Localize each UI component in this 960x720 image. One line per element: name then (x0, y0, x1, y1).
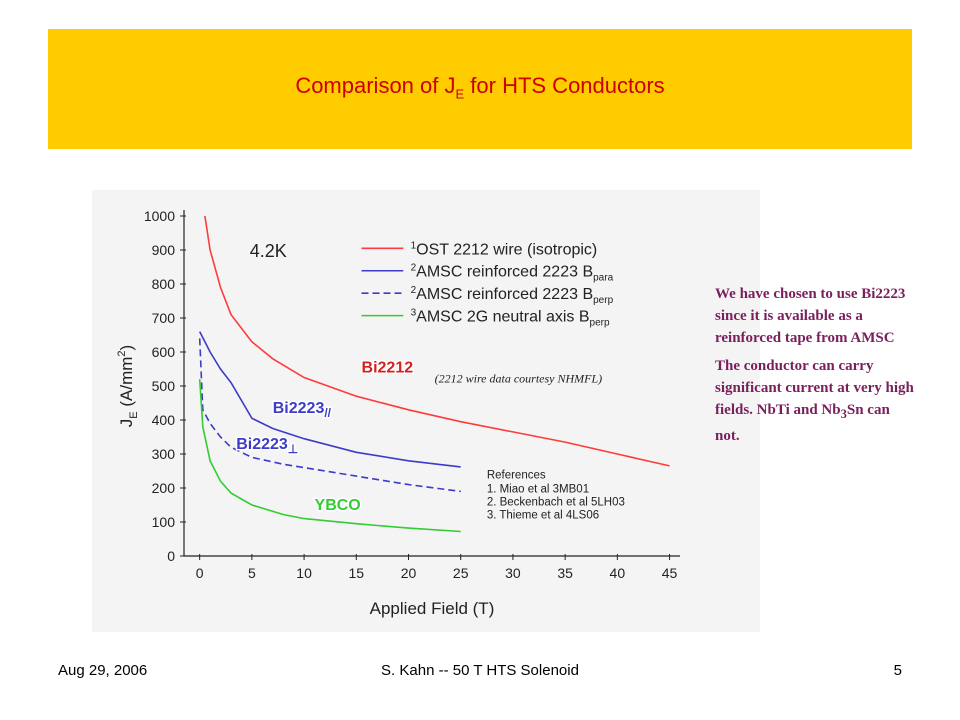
chart-annotation-2: 1. Miao et al 3MB01 (487, 483, 589, 495)
notes-paragraph-1: We have chosen to use Bi2223 since it is… (715, 286, 906, 346)
legend-entry-text: AMSC 2G neutral axis B (416, 309, 589, 326)
y-tick-label: 300 (152, 446, 176, 462)
legend-entry-sup: 1 (411, 240, 417, 251)
footer-center: S. Kahn -- 50 T HTS Solenoid (381, 662, 579, 679)
curve-label-sub: ⊥ (288, 442, 298, 456)
title-bar (48, 29, 912, 149)
curve-label-text: YBCO (315, 497, 361, 514)
chart-annotation-0: (2212 wire data courtesy NHMFL) (435, 372, 603, 386)
y-axis-label-sub: E (128, 411, 140, 418)
y-tick-label: 1000 (144, 208, 175, 224)
y-tick-label: 0 (167, 548, 175, 564)
x-tick-label: 35 (557, 565, 573, 581)
chart-annotation-1: References (487, 469, 546, 481)
y-tick-label: 600 (152, 344, 176, 360)
y-axis-label-rest: (A/mm (117, 357, 136, 412)
legend-entry-1: 2AMSC reinforced 2223 Bpara (411, 263, 614, 284)
y-axis-label-end: ) (117, 345, 136, 351)
je-vs-field-chart: 0 100 200 300 400 500 600 700 800 900 1000 0 5 10 15 20… (116, 208, 680, 618)
curve-label-text: Bi2223 (236, 436, 288, 453)
series-line-0 (204, 215, 670, 467)
notes-text: We have chosen to use Bi2223 since it is… (715, 283, 915, 453)
notes-paragraph-2: The conductor can carry significant curr… (715, 355, 915, 447)
curve-label-3: YBCO (315, 497, 361, 514)
legend-entry-2: 2AMSC reinforced 2223 Bperp (411, 285, 614, 306)
y-axis-label-sup: 2 (116, 350, 128, 356)
temperature-label: 4.2K (250, 241, 287, 261)
footer-page-number: 5 (893, 662, 902, 679)
notes-paragraph-2-sub: 3 (840, 407, 847, 421)
legend-entry-text: AMSC reinforced 2223 B (416, 264, 593, 281)
y-tick-label: 500 (152, 378, 176, 394)
curve-label-text: Bi2212 (362, 359, 414, 376)
legend-entry-sup: 2 (411, 285, 417, 296)
slide-title-rest: for HTS Conductors (464, 73, 665, 98)
slide-title-subscript: E (455, 86, 465, 102)
curve-label-1: Bi2223// (273, 400, 332, 420)
curve-label-0: Bi2212 (362, 359, 414, 376)
y-tick-label: 800 (152, 276, 176, 292)
footer-date: Aug 29, 2006 (58, 662, 148, 679)
curve-label-text: Bi2223 (273, 400, 325, 417)
x-tick-label: 5 (248, 565, 256, 581)
legend-entry-sub: perp (590, 318, 610, 329)
x-tick-label: 20 (401, 565, 417, 581)
chart-annotation-3: 2. Beckenbach et al 5LH03 (487, 497, 625, 509)
x-tick-label: 25 (453, 565, 469, 581)
y-axis-label-main: J (117, 419, 136, 428)
y-tick-label: 700 (152, 310, 176, 326)
x-tick-label: 15 (349, 565, 365, 581)
legend-entry-sup: 2 (411, 263, 417, 274)
series-line-2 (198, 338, 461, 493)
y-tick-label: 200 (152, 480, 176, 496)
chart-panel: 0 100 200 300 400 500 600 700 800 900 1000 0 5 10 15 20… (92, 190, 760, 632)
y-axis-label: JE (A/mm2) (116, 345, 140, 427)
series-line-3 (198, 379, 461, 533)
x-tick-label: 0 (196, 565, 204, 581)
legend-entry-sub: perp (593, 295, 613, 306)
x-tick-label: 30 (505, 565, 521, 581)
legend-entry-text: OST 2212 wire (isotropic) (416, 241, 597, 258)
legend-entry-text: AMSC reinforced 2223 B (416, 286, 593, 303)
slide-title-main: Comparison of J (295, 73, 456, 98)
x-tick-label: 45 (662, 565, 678, 581)
notes-paragraph-2-b: Sn can not. (715, 402, 890, 444)
legend-entry-sup: 3 (411, 308, 417, 319)
legend-entry-sub: para (593, 273, 613, 284)
legend-entry-0: 1OST 2212 wire (isotropic) (411, 240, 598, 258)
notes-paragraph-2-a: The conductor can carry significant curr… (715, 358, 914, 418)
curve-label-sub: // (324, 406, 331, 420)
y-tick-label: 900 (152, 242, 176, 258)
chart-annotation-4: 3. Thieme et al 4LS06 (487, 510, 599, 522)
slide-title: Comparison of JE for HTS Conductors (0, 73, 960, 101)
y-tick-label: 100 (152, 514, 176, 530)
series-line-1 (198, 331, 461, 468)
y-tick-label: 400 (152, 412, 176, 428)
legend-entry-3: 3AMSC 2G neutral axis Bperp (411, 308, 610, 329)
x-tick-label: 10 (296, 565, 312, 581)
curve-label-2: Bi2223⊥ (236, 436, 298, 456)
x-axis-label: Applied Field (T) (370, 599, 495, 618)
x-tick-label: 40 (610, 565, 626, 581)
